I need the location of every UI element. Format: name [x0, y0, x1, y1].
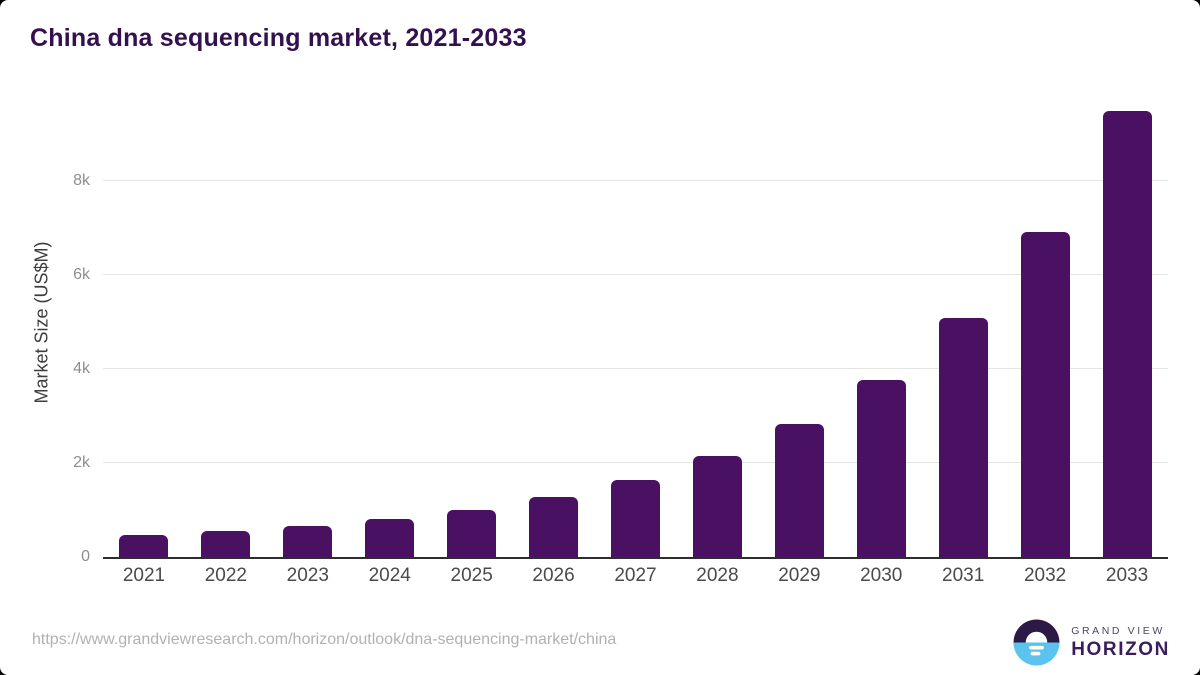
- bar-slot-2030: [840, 87, 922, 557]
- bar-slot-2033: [1086, 87, 1168, 557]
- y-tick-0: 0: [81, 548, 90, 565]
- logo-grand-view-label: GRAND VIEW: [1071, 624, 1165, 637]
- x-tick-2021: 2021: [122, 565, 166, 586]
- bar-2024: [365, 518, 415, 557]
- bar-2021: [119, 535, 169, 557]
- y-axis-tick-labels: 0 2k 4k 6k 8k: [40, 87, 96, 565]
- bar-2025: [447, 509, 497, 557]
- x-tick-2025: 2025: [450, 565, 493, 586]
- x-tick-2031: 2031: [942, 565, 985, 586]
- x-tick-2028: 2028: [696, 565, 739, 586]
- gridline-6k: [103, 274, 1168, 275]
- x-tick-2027: 2027: [614, 565, 657, 586]
- bar-slot-2026: [513, 87, 595, 557]
- x-tick-2032: 2032: [1023, 565, 1067, 586]
- bar-2022: [201, 531, 251, 557]
- y-tick-2k: 2k: [73, 454, 90, 471]
- bar-2023: [283, 526, 333, 557]
- bar-2028: [692, 456, 742, 557]
- x-axis-tick-labels: 2021 2022 2023 2024 2025 2026 2027 2028 2029 2030…: [103, 565, 1168, 587]
- brand-logo: GRAND VIEW HORIZON: [1013, 619, 1170, 666]
- bar-slot-2021: [103, 87, 185, 557]
- x-tick-2022: 2022: [204, 565, 248, 586]
- bar-series: [103, 87, 1168, 557]
- gridline-2k: [103, 462, 1168, 463]
- horizon-sun-icon: [1013, 619, 1060, 666]
- brand-logo-text: GRAND VIEW HORIZON: [1071, 625, 1170, 661]
- bar-2027: [610, 480, 660, 557]
- y-tick-4k: 4k: [73, 360, 90, 377]
- x-tick-2023: 2023: [286, 565, 329, 586]
- y-tick-8k: 8k: [73, 172, 90, 189]
- chart-title: China dna sequencing market, 2021-2033: [30, 24, 527, 52]
- bar-slot-2027: [595, 87, 677, 557]
- x-tick-2026: 2026: [532, 565, 575, 586]
- bar-slot-2023: [267, 87, 349, 557]
- bar-2033: [1102, 110, 1152, 557]
- bar-2029: [774, 424, 824, 557]
- bar-2026: [529, 496, 579, 557]
- gridline-4k: [103, 368, 1168, 369]
- logo-horizon-label: HORIZON: [1071, 638, 1170, 660]
- bar-2031: [938, 318, 988, 557]
- x-tick-2029: 2029: [778, 565, 821, 586]
- x-tick-2033: 2033: [1105, 565, 1149, 586]
- x-tick-2024: 2024: [368, 565, 411, 586]
- x-tick-2030: 2030: [860, 565, 903, 586]
- bar-slot-2028: [676, 87, 758, 557]
- bar-slot-2032: [1004, 87, 1086, 557]
- source-url: https://www.grandviewresearch.com/horizo…: [32, 631, 617, 648]
- bar-slot-2025: [431, 87, 513, 557]
- bar-2032: [1020, 232, 1070, 557]
- y-tick-6k: 6k: [73, 266, 90, 283]
- plot-area: [103, 87, 1168, 559]
- gridline-8k: [103, 180, 1168, 181]
- bar-2030: [856, 380, 906, 557]
- bar-slot-2029: [758, 87, 840, 557]
- bar-slot-2031: [922, 87, 1004, 557]
- bar-slot-2022: [185, 87, 267, 557]
- bar-slot-2024: [349, 87, 431, 557]
